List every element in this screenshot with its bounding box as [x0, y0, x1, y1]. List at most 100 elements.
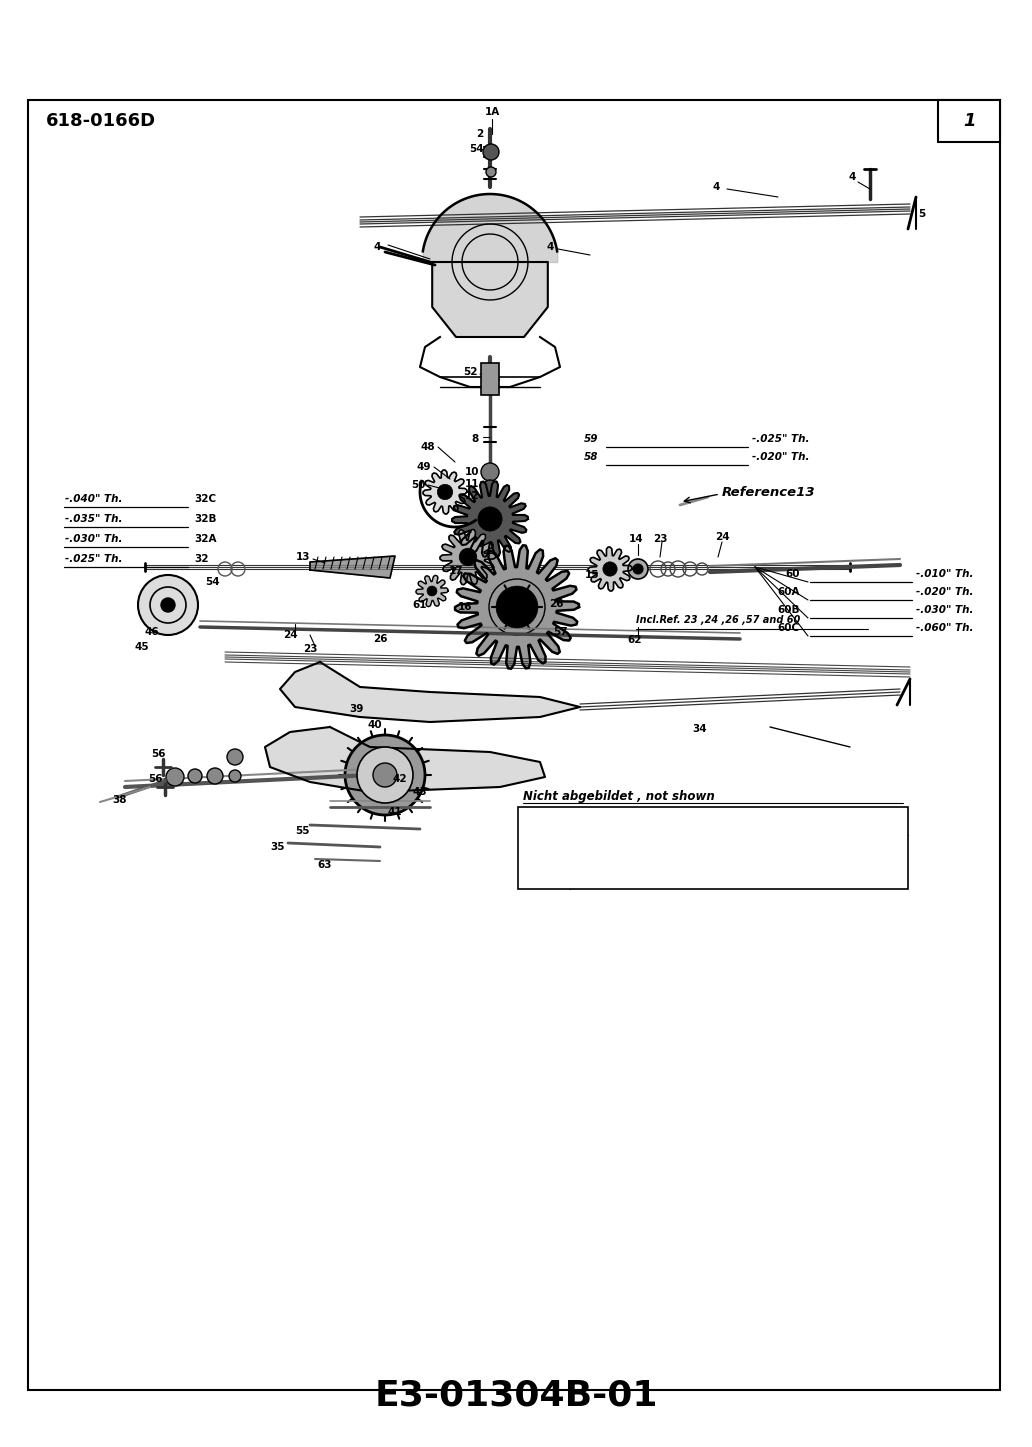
Circle shape	[229, 770, 241, 781]
Circle shape	[481, 463, 499, 480]
Text: -.060" Th.: -.060" Th.	[916, 624, 973, 632]
Text: 15: 15	[585, 570, 600, 580]
Text: 32A: 32A	[194, 534, 217, 544]
Text: 8: 8	[472, 434, 479, 444]
Text: -.025" Th.: -.025" Th.	[752, 434, 809, 444]
Circle shape	[485, 495, 495, 505]
Text: Incl.Ref. 23 ,24 ,26 ,57 and 60: Incl.Ref. 23 ,24 ,26 ,57 and 60	[636, 615, 800, 625]
Text: 618-0166D: 618-0166D	[46, 111, 156, 130]
Text: 60A: 60A	[777, 587, 800, 598]
Polygon shape	[452, 482, 528, 557]
Text: 24: 24	[715, 532, 730, 543]
Text: 1: 1	[963, 111, 975, 130]
Polygon shape	[423, 470, 467, 514]
Circle shape	[138, 574, 198, 635]
Text: FETT / GREASE: FETT / GREASE	[578, 815, 671, 828]
Text: 12: 12	[464, 491, 479, 501]
Text: 4: 4	[848, 172, 856, 182]
Text: 40: 40	[367, 721, 382, 729]
Text: 11: 11	[464, 479, 479, 489]
Text: 43: 43	[413, 787, 427, 797]
Text: Nicht abgebildet , not shown: Nicht abgebildet , not shown	[523, 790, 715, 803]
Circle shape	[483, 480, 497, 493]
Text: Reference13: Reference13	[722, 486, 815, 499]
Text: -.025" Th.: -.025" Th.	[65, 554, 123, 564]
Circle shape	[496, 586, 538, 628]
Text: 26: 26	[373, 634, 387, 644]
Circle shape	[427, 586, 437, 596]
Text: 2: 2	[477, 129, 484, 139]
Text: 54: 54	[470, 145, 484, 153]
Text: -.020" Th.: -.020" Th.	[752, 451, 809, 462]
Text: 52: 52	[462, 368, 477, 378]
Text: -.030" Th.: -.030" Th.	[65, 534, 123, 544]
Polygon shape	[310, 556, 395, 577]
Text: 26: 26	[549, 599, 563, 609]
Text: 32B: 32B	[194, 514, 217, 524]
Text: 32C: 32C	[194, 493, 216, 504]
Text: 50: 50	[411, 480, 425, 491]
Text: -.040" Th.: -.040" Th.	[65, 493, 123, 504]
Circle shape	[227, 750, 243, 765]
Text: 5: 5	[918, 208, 926, 218]
Text: 4: 4	[712, 182, 719, 192]
Text: 56: 56	[148, 774, 162, 784]
Bar	[481, 363, 499, 395]
Text: 48: 48	[421, 441, 436, 451]
Circle shape	[633, 564, 643, 574]
Text: 16: 16	[458, 602, 473, 612]
Polygon shape	[432, 262, 548, 337]
Text: -.035" Th.: -.035" Th.	[65, 514, 123, 524]
Text: 13: 13	[296, 551, 311, 561]
Text: 32: 32	[194, 554, 208, 564]
Circle shape	[483, 145, 499, 161]
Text: -.010" Th.: -.010" Th.	[916, 569, 973, 579]
Text: 60: 60	[785, 569, 800, 579]
Text: 58: 58	[583, 451, 598, 462]
Text: 42: 42	[393, 774, 408, 784]
Text: 38: 38	[112, 794, 127, 805]
Polygon shape	[280, 661, 580, 722]
Circle shape	[166, 768, 184, 786]
Text: 39: 39	[349, 705, 363, 713]
Circle shape	[357, 747, 413, 803]
Text: 62: 62	[627, 635, 642, 645]
Text: 41: 41	[388, 807, 402, 818]
Text: 59: 59	[583, 434, 598, 444]
Text: 61: 61	[413, 601, 427, 611]
Text: 46: 46	[144, 627, 159, 637]
Circle shape	[188, 768, 202, 783]
Text: 23: 23	[302, 644, 317, 654]
Polygon shape	[440, 530, 496, 585]
Text: 56: 56	[151, 750, 165, 760]
Polygon shape	[455, 546, 579, 669]
Bar	[28, 100, 1000, 1391]
Text: 23: 23	[653, 534, 668, 544]
Text: 64: 64	[528, 815, 545, 828]
Circle shape	[486, 166, 496, 177]
Circle shape	[628, 559, 648, 579]
Text: 63: 63	[318, 860, 332, 870]
Text: 60B: 60B	[777, 605, 800, 615]
Circle shape	[161, 598, 175, 612]
Bar	[518, 807, 908, 888]
Polygon shape	[265, 726, 545, 792]
Polygon shape	[588, 547, 632, 590]
Text: 45: 45	[135, 642, 150, 653]
Text: 60C: 60C	[778, 624, 800, 632]
Text: 4: 4	[374, 242, 381, 252]
Bar	[938, 100, 1000, 142]
Text: 4: 4	[546, 242, 554, 252]
Text: 10: 10	[464, 467, 479, 478]
Text: 57: 57	[553, 627, 568, 637]
Circle shape	[459, 548, 477, 566]
Text: 14: 14	[628, 534, 643, 544]
Text: 55: 55	[295, 826, 310, 836]
Text: 17: 17	[449, 566, 463, 576]
Circle shape	[438, 485, 453, 499]
Text: E3-01304B-01: E3-01304B-01	[375, 1378, 657, 1412]
Text: -.020" Th.: -.020" Th.	[916, 587, 973, 598]
Circle shape	[345, 735, 425, 815]
Circle shape	[373, 763, 397, 787]
Text: 49: 49	[417, 462, 431, 472]
